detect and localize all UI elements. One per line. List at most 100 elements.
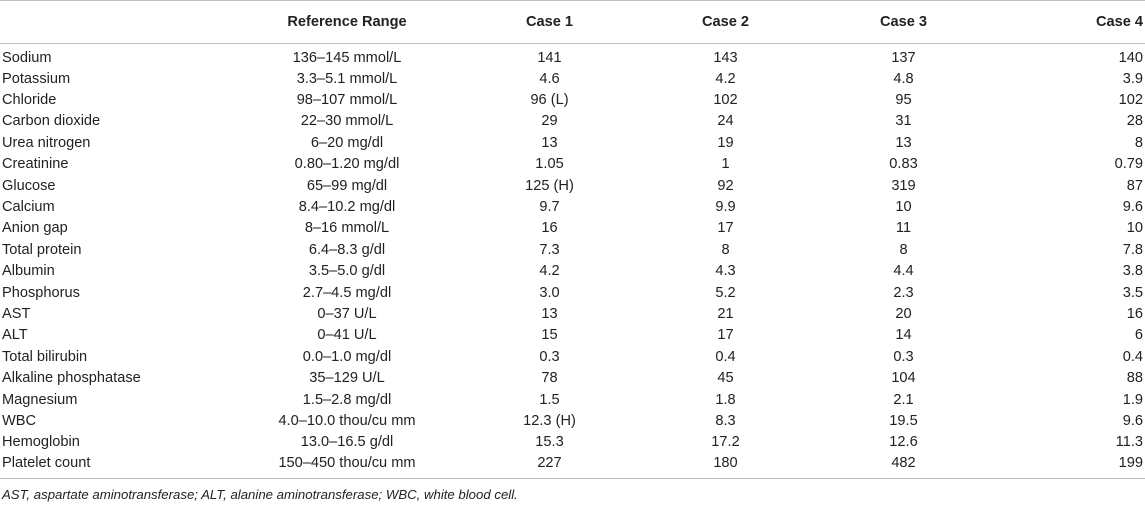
- cell-case-4: 199: [993, 453, 1145, 480]
- cell-reference-range: 6.4–8.3 g/dl: [308, 241, 386, 258]
- cell-case-2: 9.9: [715, 199, 736, 216]
- cell-reference-range: 2.7–4.5 mg/dl: [302, 284, 392, 301]
- cell-reference-range: 98–107 mmol/L: [296, 92, 398, 109]
- cell-case-4: 3.9: [1122, 70, 1143, 87]
- table-body: Sodium 136–145 mmol/L 141 143 137 140 Potassiu…: [0, 44, 1145, 480]
- cell-case-4: 87: [1126, 177, 1143, 194]
- cell-case-2: 17: [717, 220, 734, 237]
- cell-case-2: 21: [717, 305, 734, 322]
- cell-case-4: 9.6: [1122, 412, 1143, 429]
- cell-case-3: 104: [891, 370, 916, 387]
- cell-case-2: 1: [721, 156, 730, 173]
- header-case-3: Case 3: [814, 0, 993, 44]
- cell-parameter: Chloride: [2, 92, 57, 109]
- table-footnote: AST, aspartate aminotransferase; ALT, al…: [2, 487, 518, 503]
- cell-case-3: 482: [814, 453, 993, 480]
- cell-case-1: 4.2: [539, 263, 560, 280]
- cell-case-1: 13: [541, 305, 558, 322]
- table-row: Hemoglobin 13.0–16.5 g/dl 15.3 17.2 12.6 11.3: [0, 432, 1145, 453]
- cell-case-4: 88: [1126, 370, 1143, 387]
- cell-case-2: 19: [717, 134, 734, 151]
- cell-case-2: 45: [717, 370, 734, 387]
- cell-case-4: 16: [1126, 305, 1143, 322]
- cell-case-2: 24: [717, 113, 734, 130]
- table-row: Potassium 3.3–5.1 mmol/L 4.6 4.2 4.8 3.9: [0, 68, 1145, 89]
- table-row: AST 0–37 U/L 13 21 20 16: [0, 303, 1145, 324]
- cell-parameter: Sodium: [2, 50, 52, 66]
- cell-case-2: 4.3: [715, 263, 736, 280]
- cell-case-1: 16: [541, 220, 558, 237]
- table-row: Urea nitrogen 6–20 mg/dl 13 19 13 8: [0, 132, 1145, 153]
- cell-reference-range: 0–41 U/L: [317, 327, 377, 344]
- header-case-2: Case 2: [637, 0, 814, 44]
- table-row: Phosphorus 2.7–4.5 mg/dl 3.0 5.2 2.3 3.5: [0, 282, 1145, 303]
- table-row: WBC 4.0–10.0 thou/cu mm 12.3 (H) 8.3 19.5 9.6: [0, 410, 1145, 431]
- table-row: Glucose 65–99 mg/dl 125 (H) 92 319 87: [0, 175, 1145, 196]
- cell-case-2: 8.3: [715, 412, 736, 429]
- cell-parameter: Magnesium: [2, 391, 78, 408]
- cell-case-4: 10: [1126, 220, 1143, 237]
- cell-case-4: 3.8: [1122, 263, 1143, 280]
- cell-case-1: 125 (H): [525, 177, 574, 194]
- cell-case-2: 180: [637, 453, 814, 480]
- cell-parameter: WBC: [2, 412, 37, 429]
- cell-reference-range: 13.0–16.5 g/dl: [300, 434, 394, 451]
- table-row: Chloride 98–107 mmol/L 96 (L) 102 95 102: [0, 89, 1145, 110]
- table-row: Alkaline phosphatase 35–129 U/L 78 45 104 88: [0, 367, 1145, 388]
- cell-case-2: 0.4: [715, 348, 736, 365]
- table-row: Magnesium 1.5–2.8 mg/dl 1.5 1.8 2.1 1.9: [0, 389, 1145, 410]
- cell-case-2: 92: [717, 177, 734, 194]
- cell-case-3: 12.6: [889, 434, 918, 451]
- cell-case-1: 227: [462, 453, 637, 480]
- lab-results-table: Reference Range Case 1 Case 2 Case 3 Cas…: [0, 0, 1145, 480]
- cell-case-1: 141: [537, 50, 562, 66]
- table-header-row: Reference Range Case 1 Case 2 Case 3 Cas…: [0, 0, 1145, 44]
- cell-case-1: 15.3: [535, 434, 564, 451]
- table-row: Calcium 8.4–10.2 mg/dl 9.7 9.9 10 9.6: [0, 196, 1145, 217]
- header-case-4: Case 4: [993, 0, 1145, 44]
- cell-reference-range: 8.4–10.2 mg/dl: [298, 199, 396, 216]
- cell-case-4: 3.5: [1122, 284, 1143, 301]
- cell-case-1: 3.0: [539, 284, 560, 301]
- cell-case-2: 17.2: [711, 434, 740, 451]
- cell-case-2: 1.8: [715, 391, 736, 408]
- table-row: Total bilirubin 0.0–1.0 mg/dl 0.3 0.4 0.3 0.4: [0, 346, 1145, 367]
- cell-case-4: 140: [1118, 50, 1143, 66]
- table-row: Sodium 136–145 mmol/L 141 143 137 140: [0, 44, 1145, 69]
- cell-reference-range: 0.80–1.20 mg/dl: [294, 156, 400, 173]
- table-row: Anion gap 8–16 mmol/L 16 17 11 10: [0, 218, 1145, 239]
- cell-case-3: 319: [891, 177, 916, 194]
- cell-reference-range: 0.0–1.0 mg/dl: [302, 348, 392, 365]
- cell-case-2: 8: [721, 241, 730, 258]
- cell-case-2: 17: [717, 327, 734, 344]
- cell-case-3: 8: [899, 241, 908, 258]
- cell-case-3: 2.1: [893, 391, 914, 408]
- table-row: ALT 0–41 U/L 15 17 14 6: [0, 325, 1145, 346]
- cell-reference-range: 35–129 U/L: [309, 370, 385, 387]
- cell-case-3: 14: [895, 327, 912, 344]
- cell-case-1: 4.6: [539, 70, 560, 87]
- cell-reference-range: 4.0–10.0 thou/cu mm: [278, 412, 416, 429]
- cell-case-1: 78: [541, 370, 558, 387]
- cell-case-3: 95: [895, 92, 912, 109]
- cell-case-4: 9.6: [1122, 199, 1143, 216]
- cell-case-3: 4.8: [893, 70, 914, 87]
- cell-parameter: Carbon dioxide: [2, 113, 101, 130]
- cell-parameter: Calcium: [2, 199, 55, 216]
- cell-case-1: 0.3: [539, 348, 560, 365]
- cell-case-2: 4.2: [715, 70, 736, 87]
- cell-case-4: 11.3: [1115, 434, 1143, 451]
- cell-case-1: 12.3 (H): [523, 412, 576, 429]
- cell-parameter: ALT: [2, 327, 28, 344]
- cell-reference-range: 3.5–5.0 g/dl: [308, 263, 386, 280]
- cell-case-2: 102: [713, 92, 738, 109]
- cell-case-3: 11: [895, 220, 912, 237]
- cell-case-1: 9.7: [539, 199, 560, 216]
- cell-case-3: 137: [891, 50, 916, 66]
- cell-reference-range: 150–450 thou/cu mm: [232, 453, 462, 480]
- cell-reference-range: 6–20 mg/dl: [310, 134, 384, 151]
- cell-case-4: 102: [1118, 92, 1143, 109]
- cell-parameter: Platelet count: [0, 453, 232, 480]
- cell-case-4: 0.4: [1122, 348, 1143, 365]
- cell-case-1: 7.3: [539, 241, 560, 258]
